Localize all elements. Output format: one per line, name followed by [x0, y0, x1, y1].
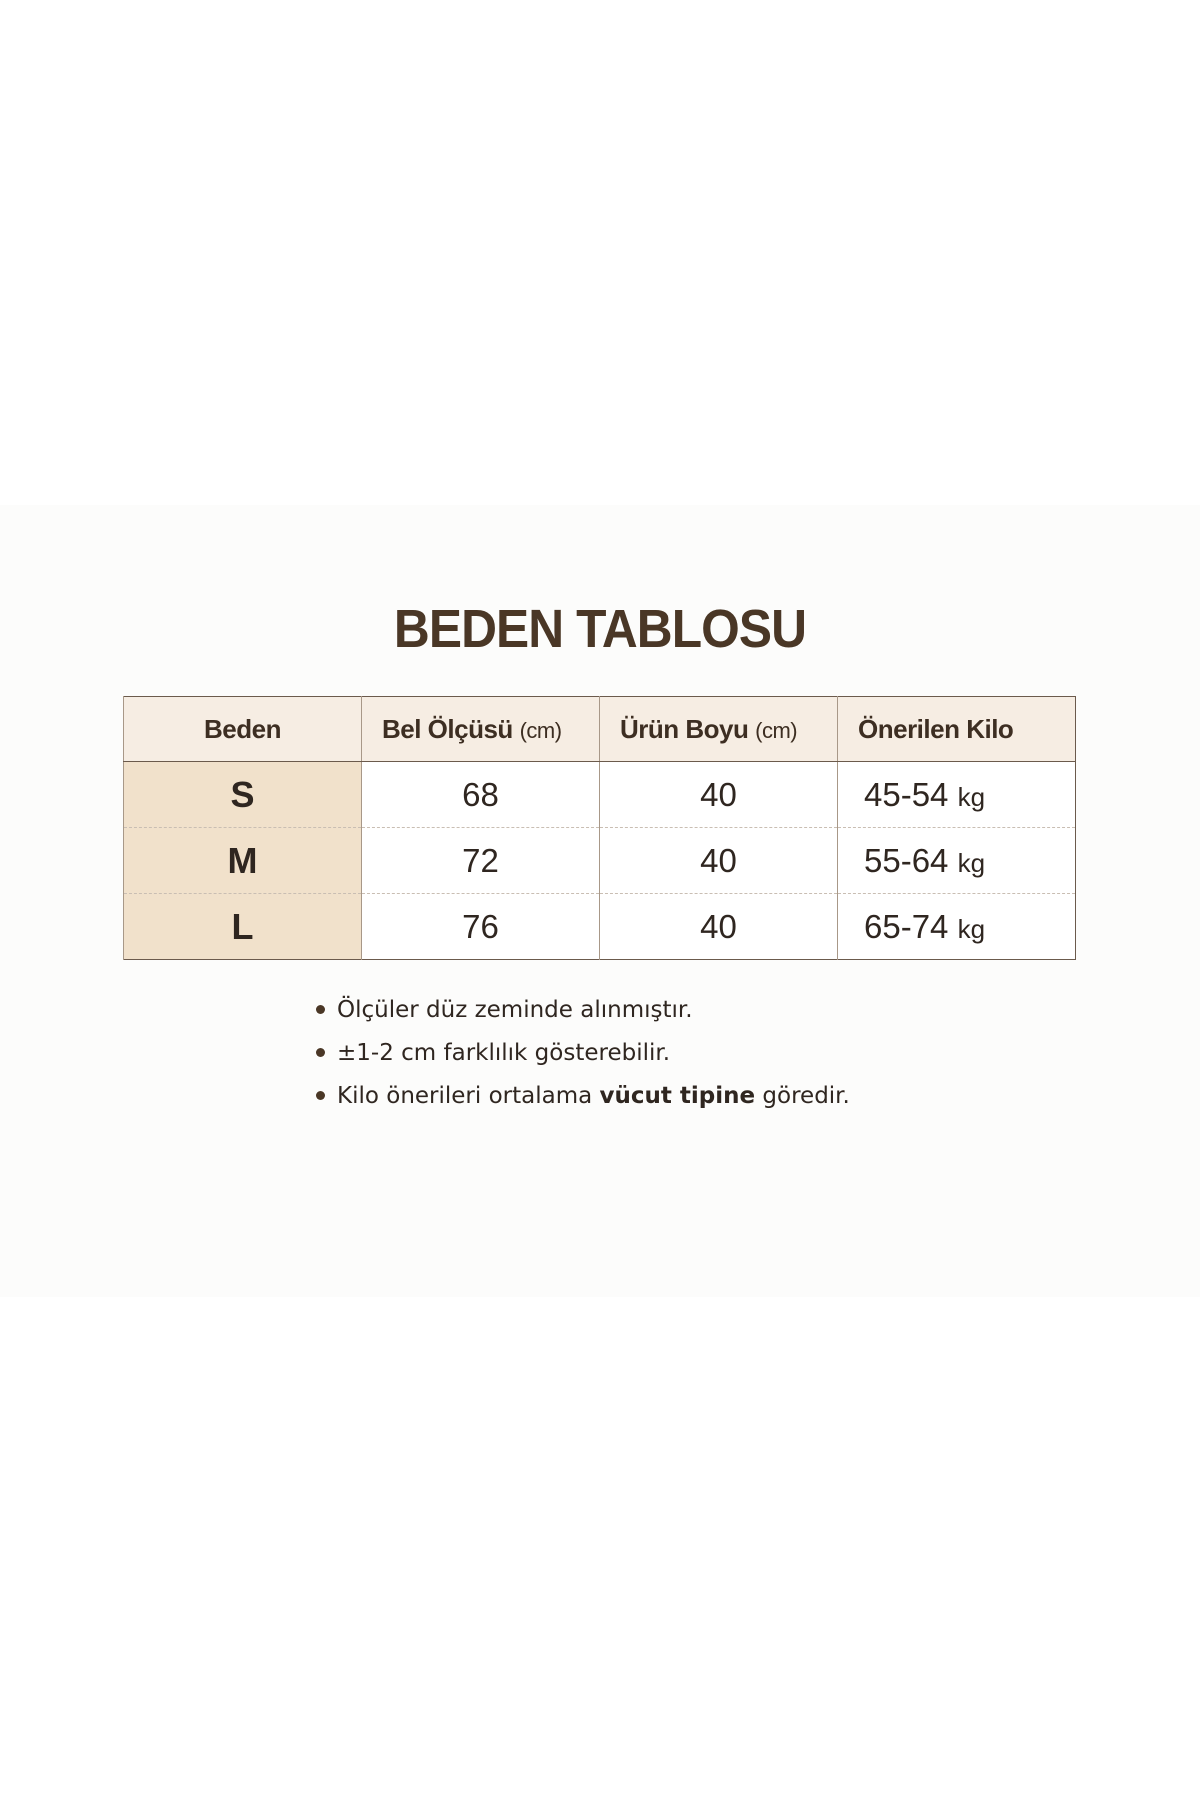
size-cell: S [123, 761, 362, 828]
weight-unit: kg [957, 913, 986, 944]
bullet-icon [316, 1091, 325, 1100]
length-cell: 40 [599, 761, 838, 828]
weight-cell: 65-74 kg [837, 893, 1076, 960]
note-item: ±1-2 cm farklılık gösterebilir. [316, 1031, 850, 1074]
note-text: Ölçüler düz zeminde alınmıştır. [337, 996, 693, 1023]
size-cell: M [123, 827, 362, 894]
weight-cell: 45-54 kg [837, 761, 1076, 828]
table-row: L 76 40 65-74 kg [123, 893, 1076, 960]
size-table: Beden Bel Ölçüsü (cm) Ürün Boyu (cm) Öne… [123, 696, 1076, 960]
note-text: ±1-2 cm farklılık gösterebilir. [337, 1039, 671, 1066]
header-waist: Bel Ölçüsü (cm) [361, 696, 600, 762]
header-label: Önerilen Kilo [858, 713, 1014, 744]
weight-value: 65-74 [864, 907, 949, 945]
length-cell: 40 [599, 827, 838, 894]
page-title: BEDEN TABLOSU [393, 599, 807, 659]
length-cell: 40 [599, 893, 838, 960]
header-length: Ürün Boyu (cm) [599, 696, 838, 762]
header-unit: (cm) [755, 717, 798, 743]
waist-cell: 68 [361, 761, 600, 828]
weight-cell: 55-64 kg [837, 827, 1076, 894]
note-item: Ölçüler düz zeminde alınmıştır. [316, 988, 850, 1031]
waist-cell: 76 [361, 893, 600, 960]
bullet-icon [316, 1048, 325, 1057]
weight-value: 45-54 [864, 775, 949, 813]
note-item: Kilo önerileri ortalama vücut tipine gör… [316, 1074, 850, 1117]
weight-unit: kg [957, 781, 986, 812]
header-weight: Önerilen Kilo [837, 696, 1076, 762]
header-label: Bel Ölçüsü [382, 713, 513, 744]
table-row: S 68 40 45-54 kg [123, 761, 1076, 828]
weight-value: 55-64 [864, 841, 949, 879]
table-row: M 72 40 55-64 kg [123, 827, 1076, 894]
note-text-after: göredir. [755, 1082, 850, 1109]
note-text: Kilo önerileri ortalama vücut tipine gör… [337, 1077, 850, 1115]
note-text-bold: vücut tipine [599, 1082, 756, 1109]
size-cell: L [123, 893, 362, 960]
waist-cell: 72 [361, 827, 600, 894]
weight-unit: kg [957, 847, 986, 878]
header-size: Beden [123, 696, 362, 762]
table-header-row: Beden Bel Ölçüsü (cm) Ürün Boyu (cm) Öne… [123, 696, 1076, 762]
note-text-before: Kilo önerileri ortalama [337, 1082, 600, 1109]
header-unit: (cm) [519, 717, 562, 743]
header-label: Ürün Boyu [620, 713, 749, 744]
bullet-icon [316, 1005, 325, 1014]
notes-list: Ölçüler düz zeminde alınmıştır. ±1-2 cm … [316, 988, 850, 1117]
header-label: Beden [204, 713, 281, 744]
